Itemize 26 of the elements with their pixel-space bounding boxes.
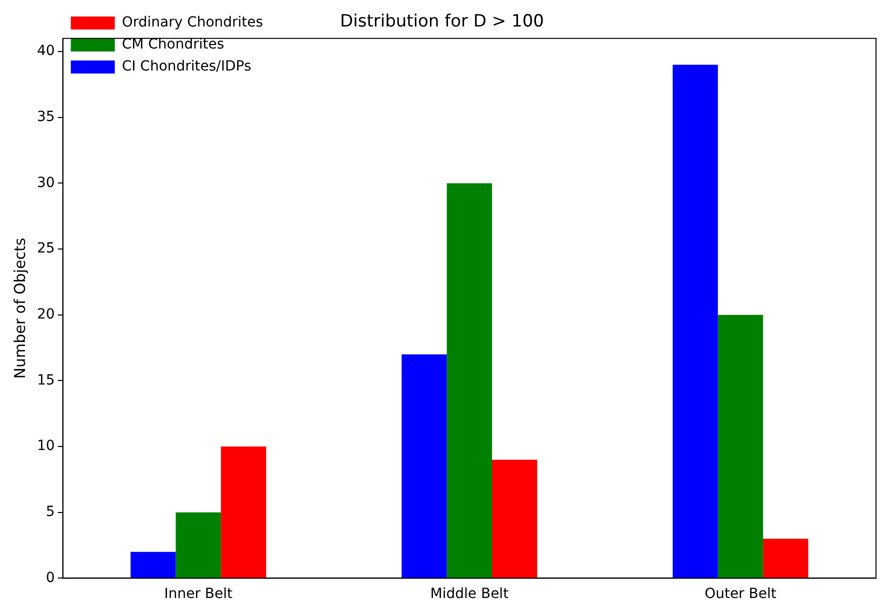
x-tick-label: Middle Belt <box>430 586 510 602</box>
y-tick-label: 40 <box>36 43 55 60</box>
y-axis-title: Number of Objects <box>10 238 29 379</box>
y-tick-label: 20 <box>36 306 55 323</box>
y-tick-label: 15 <box>36 372 55 388</box>
bar <box>672 64 718 578</box>
bar <box>402 354 447 578</box>
legend-label: CI Chondrites/IDPs <box>122 58 252 75</box>
legend-label: CM Chondrites <box>122 36 224 53</box>
bar <box>492 460 538 578</box>
legend-label: Ordinary Chondrites <box>122 14 264 31</box>
bar <box>220 446 266 578</box>
x-tick-label: Outer Belt <box>704 586 777 602</box>
bar <box>763 538 808 578</box>
x-tick-label: Inner Belt <box>164 586 233 602</box>
y-tick-label: 35 <box>36 109 55 126</box>
bar <box>718 314 764 578</box>
y-tick-label: 25 <box>36 240 55 257</box>
bar <box>130 552 176 578</box>
y-tick-label: 5 <box>46 504 55 520</box>
bar <box>176 512 221 578</box>
y-tick-label: 10 <box>36 438 55 454</box>
chart-title: Distribution for D > 100 <box>340 12 544 32</box>
bar <box>446 183 492 578</box>
y-tick-label: 0 <box>46 570 55 586</box>
y-tick-label: 30 <box>36 174 55 191</box>
